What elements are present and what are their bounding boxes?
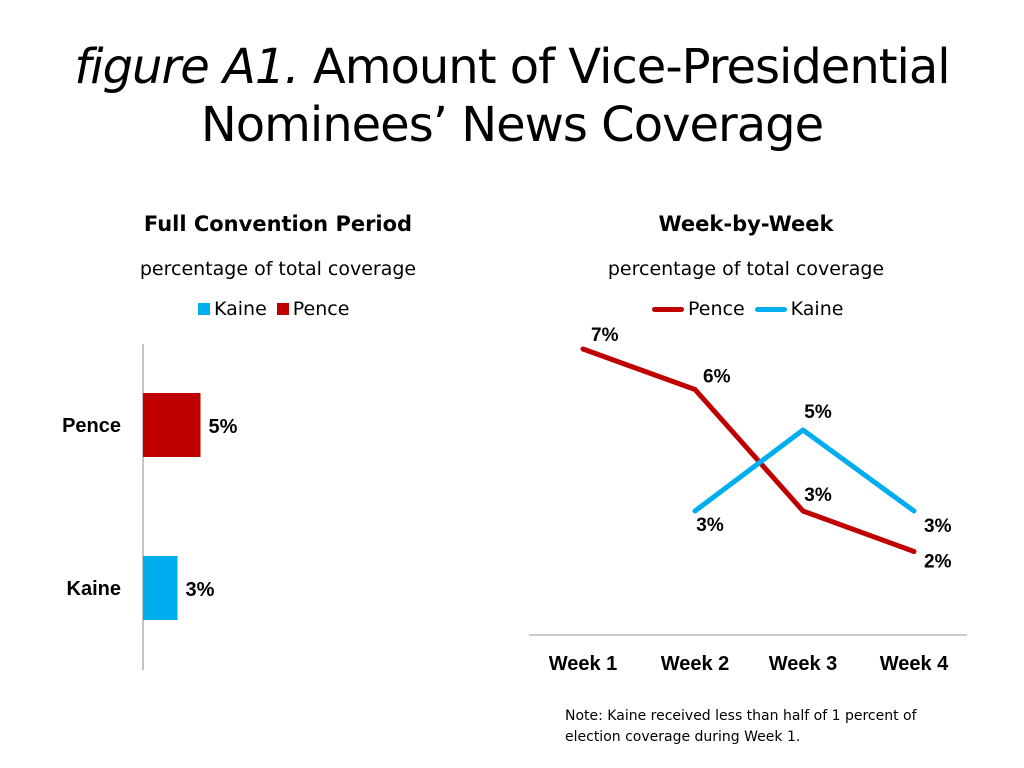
bar-pence (143, 393, 201, 457)
x-tick-label-week-3: Week 3 (769, 653, 838, 675)
series-line-kaine (692, 427, 917, 514)
legend-line-pence (652, 306, 684, 312)
bar-category-label-kaine: Kaine (67, 578, 121, 600)
data-label-pence-week-2: 6% (703, 367, 731, 388)
x-tick-label-week-2: Week 2 (661, 653, 730, 675)
bar-value-label-kaine: 3% (186, 579, 215, 601)
figure-title: figure A1. Amount of Vice-Presidential N… (0, 38, 1024, 154)
legend-label-kaine-line: Kaine (790, 298, 844, 320)
legend-label-pence: Pence (292, 298, 350, 320)
figure-label: figure A1. (74, 39, 299, 95)
legend-label-pence-line: Pence (688, 298, 745, 320)
legend-line-kaine (754, 306, 787, 312)
left-legend: Kaine Pence (198, 298, 353, 320)
legend-item-kaine: Kaine (198, 298, 267, 320)
series-line-pence (580, 346, 917, 554)
bar-category-label-pence: Pence (62, 415, 121, 437)
figure-title-line2: Nominees’ News Coverage (200, 97, 824, 153)
data-label-kaine-week-2: 3% (696, 515, 724, 536)
left-panel-title: Full Convention Period (143, 212, 413, 236)
bar-value-label-pence: 5% (209, 416, 238, 438)
x-tick-label-week-4: Week 4 (880, 653, 949, 675)
line-chart: Week 1 Week 2 Week 3 Week 4 7% 6% 3% 2% 3% 5% 3% (529, 325, 967, 675)
data-label-pence-week-3: 3% (804, 485, 832, 506)
right-legend: Pence Kaine (652, 298, 847, 320)
right-panel-title: Week-by-Week (658, 212, 834, 236)
chart-note: Note: Kaine received less than half of 1… (565, 708, 917, 745)
legend-item-pence-line: Pence (652, 298, 745, 320)
right-panel-subtitle: percentage of total coverage (607, 258, 885, 280)
bar-kaine (143, 556, 178, 620)
legend-item-pence: Pence (276, 298, 350, 320)
bar-chart: Pence 5% Kaine 3% (62, 344, 238, 670)
data-label-pence-week-4: 2% (924, 552, 952, 573)
legend-item-kaine-line: Kaine (754, 298, 844, 320)
figure-title-line1: figure A1. Amount of Vice-Presidential (0, 38, 1024, 96)
data-label-kaine-week-3: 5% (804, 402, 832, 423)
x-tick-label-week-1: Week 1 (549, 653, 618, 675)
legend-swatch-kaine (198, 303, 210, 315)
data-label-kaine-week-4: 3% (924, 516, 952, 537)
legend-swatch-pence (276, 303, 289, 315)
figure-title-main: Amount of Vice-Presidential (312, 39, 951, 95)
data-label-pence-week-1: 7% (591, 325, 619, 346)
legend-label-kaine: Kaine (214, 298, 267, 320)
left-panel-subtitle: percentage of total coverage (139, 258, 417, 280)
